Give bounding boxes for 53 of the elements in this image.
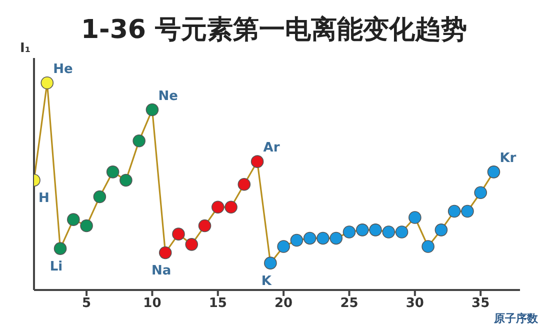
x-tick-label: 30 <box>406 296 424 312</box>
point <box>224 200 238 214</box>
point <box>172 228 185 240</box>
point <box>80 219 93 232</box>
point <box>434 224 448 236</box>
x-tick-label: 15 <box>208 296 227 312</box>
point <box>422 240 434 253</box>
point <box>290 234 304 247</box>
point <box>395 226 408 238</box>
point <box>369 224 382 236</box>
point <box>93 190 106 204</box>
point <box>106 166 120 178</box>
point <box>316 232 330 245</box>
point <box>342 226 356 238</box>
annotation: He <box>53 62 74 77</box>
point <box>198 219 212 232</box>
point <box>67 213 80 226</box>
point <box>264 256 277 270</box>
x-axis-title: 原子序数 <box>493 312 539 325</box>
point <box>238 178 251 191</box>
point <box>356 224 369 236</box>
point <box>211 200 224 214</box>
point <box>408 211 422 224</box>
point <box>277 240 290 253</box>
point <box>146 103 159 116</box>
annotation: Li <box>50 260 63 275</box>
point <box>461 204 474 218</box>
chart-title: 1-36 号元素第一电离能变化趋势 <box>80 15 468 45</box>
annotation: H <box>38 191 50 206</box>
point <box>120 174 132 187</box>
x-tick-label: 20 <box>274 296 293 312</box>
annotation: Ar <box>263 140 280 156</box>
point <box>132 134 146 148</box>
point <box>250 155 264 168</box>
x-tick-label: 5 <box>82 296 92 312</box>
annotation: Ne <box>158 88 178 104</box>
point <box>382 226 396 238</box>
annotation: Na <box>152 264 172 279</box>
point <box>40 76 54 90</box>
point <box>487 166 500 178</box>
x-tick-label: 25 <box>340 296 358 312</box>
x-tick-label: 35 <box>472 296 490 312</box>
annotation: Kr <box>500 150 517 166</box>
point <box>185 238 198 251</box>
point <box>54 242 67 255</box>
point <box>158 246 172 260</box>
point <box>448 204 461 218</box>
point <box>303 232 316 245</box>
point <box>474 186 487 200</box>
x-tick-label: 10 <box>143 296 162 312</box>
point <box>330 232 343 245</box>
y-axis-title: I₁ <box>20 41 31 56</box>
annotation: K <box>261 274 272 290</box>
